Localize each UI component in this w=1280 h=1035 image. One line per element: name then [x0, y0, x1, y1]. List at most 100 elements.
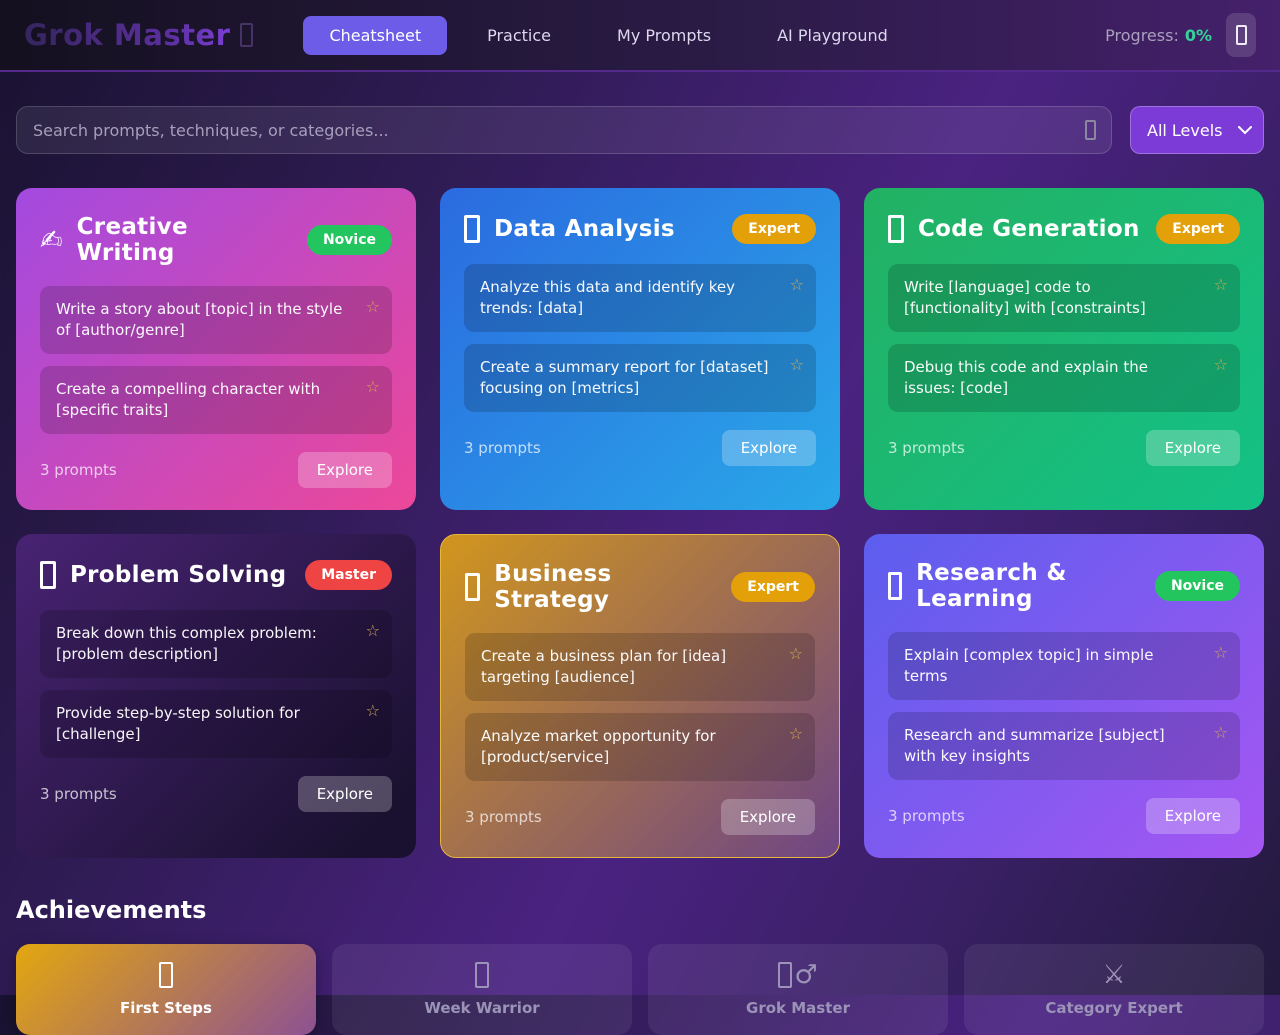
prompt-count: 3 prompts — [40, 461, 117, 479]
prompt-count: 3 prompts — [888, 439, 965, 457]
favorite-star-icon[interactable]: ☆ — [789, 275, 804, 294]
explore-button[interactable]: Explore — [1145, 798, 1240, 834]
favorite-star-icon[interactable]: ☆ — [789, 355, 804, 374]
explore-button[interactable]: Explore — [721, 430, 816, 466]
search-icon — [1085, 120, 1096, 140]
prompt-count: 3 prompts — [465, 808, 542, 826]
prompt-count: 3 prompts — [888, 807, 965, 825]
prompt-item[interactable]: Create a business plan for [idea] target… — [465, 633, 815, 701]
favorite-star-icon[interactable]: ☆ — [365, 377, 380, 396]
theme-toggle-button[interactable] — [1226, 13, 1256, 57]
prompt-text: Explain [complex topic] in simple terms — [904, 646, 1154, 685]
achievement-week-warrior: Week Warrior — [332, 944, 632, 1035]
card-footer: 3 prompts Explore — [888, 430, 1240, 466]
category-card-data-analysis: Data Analysis Expert Analyze this data a… — [440, 188, 840, 510]
main-nav: Cheatsheet Practice My Prompts AI Playgr… — [303, 15, 914, 55]
level-filter-select[interactable]: All Levels — [1130, 106, 1264, 154]
card-header: Research & Learning Novice — [888, 560, 1240, 612]
category-grid: ✍ Creative Writing Novice Write a story … — [16, 188, 1264, 858]
first-steps-icon — [159, 962, 173, 988]
prompt-item[interactable]: Break down this complex problem: [proble… — [40, 610, 392, 678]
prompt-text: Debug this code and explain the issues: … — [904, 358, 1148, 397]
card-header: Data Analysis Expert — [464, 214, 816, 244]
prompt-item[interactable]: Write a story about [topic] in the style… — [40, 286, 392, 354]
explore-button[interactable]: Explore — [297, 776, 392, 812]
prompt-item[interactable]: Create a compelling character with [spec… — [40, 366, 392, 434]
main-content: All Levels ✍ Creative Writing Novice Wri… — [16, 106, 1264, 1035]
card-header: Business Strategy Expert — [465, 561, 815, 613]
top-nav: Grok Master Cheatsheet Practice My Promp… — [0, 0, 1280, 72]
achievement-grok-master: ♂ Grok Master — [648, 944, 948, 1035]
card-header: Code Generation Expert — [888, 214, 1240, 244]
prompt-item[interactable]: Analyze market opportunity for [product/… — [465, 713, 815, 781]
category-card-problem-solving: Problem Solving Master Break down this c… — [16, 534, 416, 858]
explore-button[interactable]: Explore — [1145, 430, 1240, 466]
search-field-wrap — [16, 106, 1112, 154]
nav-right: Progress: 0% — [1105, 13, 1256, 57]
achievements-heading: Achievements — [16, 896, 207, 924]
nav-tab-practice[interactable]: Practice — [461, 16, 577, 55]
card-footer: 3 prompts Explore — [40, 452, 392, 488]
favorite-star-icon[interactable]: ☆ — [1213, 355, 1228, 374]
category-card-research-learning: Research & Learning Novice Explain [comp… — [864, 534, 1264, 858]
prompt-item[interactable]: Debug this code and explain the issues: … — [888, 344, 1240, 412]
prompt-text: Research and summarize [subject] with ke… — [904, 726, 1165, 765]
prompt-text: Break down this complex problem: [proble… — [56, 624, 317, 663]
prompt-item[interactable]: Write [language] code to [functionality]… — [888, 264, 1240, 332]
achievement-label: Week Warrior — [424, 999, 540, 1017]
prompt-text: Provide step-by-step solution for [chall… — [56, 704, 300, 743]
prompt-text: Create a summary report for [dataset] fo… — [480, 358, 769, 397]
nav-tab-ai-playground[interactable]: AI Playground — [751, 16, 914, 55]
difficulty-badge: Master — [305, 560, 392, 590]
explore-button[interactable]: Explore — [297, 452, 392, 488]
category-title: Code Generation — [918, 216, 1140, 242]
favorite-star-icon[interactable]: ☆ — [1213, 723, 1228, 742]
prompt-item[interactable]: Explain [complex topic] in simple terms … — [888, 632, 1240, 700]
briefcase-icon — [465, 573, 481, 601]
crossed-swords-icon: ⚔ — [1102, 960, 1126, 990]
favorite-star-icon[interactable]: ☆ — [1213, 275, 1228, 294]
nav-tab-my-prompts[interactable]: My Prompts — [591, 16, 737, 55]
difficulty-badge: Expert — [1156, 214, 1240, 244]
prompt-text: Create a compelling character with [spec… — [56, 380, 321, 419]
search-bar: All Levels — [16, 106, 1264, 154]
difficulty-badge: Expert — [732, 214, 816, 244]
category-title: Creative Writing — [76, 214, 188, 266]
level-filter-wrap: All Levels — [1130, 106, 1264, 154]
difficulty-badge: Expert — [731, 572, 815, 602]
prompt-text: Analyze this data and identify key trend… — [480, 278, 735, 317]
progress-indicator: Progress: 0% — [1105, 26, 1212, 45]
achievement-label: First Steps — [120, 999, 212, 1017]
card-footer: 3 prompts Explore — [465, 799, 815, 835]
progress-value: 0% — [1184, 25, 1212, 45]
favorite-star-icon[interactable]: ☆ — [788, 724, 803, 743]
prompt-text: Analyze market opportunity for [product/… — [481, 727, 716, 766]
achievement-first-steps: First Steps — [16, 944, 316, 1035]
explore-button[interactable]: Explore — [720, 799, 815, 835]
favorite-star-icon[interactable]: ☆ — [365, 621, 380, 640]
category-title: Problem Solving — [70, 562, 287, 588]
prompt-text: Create a business plan for [idea] target… — [481, 647, 727, 686]
search-input[interactable] — [16, 106, 1112, 154]
category-title: Business Strategy — [494, 561, 612, 613]
category-card-business-strategy: Business Strategy Expert Create a busine… — [440, 534, 840, 858]
nav-tab-cheatsheet[interactable]: Cheatsheet — [303, 15, 448, 55]
theme-icon — [1235, 25, 1247, 45]
prompt-item[interactable]: Provide step-by-step solution for [chall… — [40, 690, 392, 758]
puzzle-icon — [40, 561, 56, 589]
card-footer: 3 prompts Explore — [888, 798, 1240, 834]
card-header: ✍ Creative Writing Novice — [40, 214, 392, 266]
favorite-star-icon[interactable]: ☆ — [788, 644, 803, 663]
category-title: Research & Learning — [916, 560, 1067, 612]
microscope-icon — [888, 572, 903, 600]
achievement-category-expert: ⚔ Category Expert — [964, 944, 1264, 1035]
category-card-creative-writing: ✍ Creative Writing Novice Write a story … — [16, 188, 416, 510]
favorite-star-icon[interactable]: ☆ — [365, 297, 380, 316]
prompt-item[interactable]: Research and summarize [subject] with ke… — [888, 712, 1240, 780]
favorite-star-icon[interactable]: ☆ — [1213, 643, 1228, 662]
prompt-text: Write a story about [topic] in the style… — [56, 300, 343, 339]
prompt-item[interactable]: Create a summary report for [dataset] fo… — [464, 344, 816, 412]
favorite-star-icon[interactable]: ☆ — [365, 701, 380, 720]
wizard-icon: ♂ — [778, 962, 818, 988]
prompt-item[interactable]: Analyze this data and identify key trend… — [464, 264, 816, 332]
